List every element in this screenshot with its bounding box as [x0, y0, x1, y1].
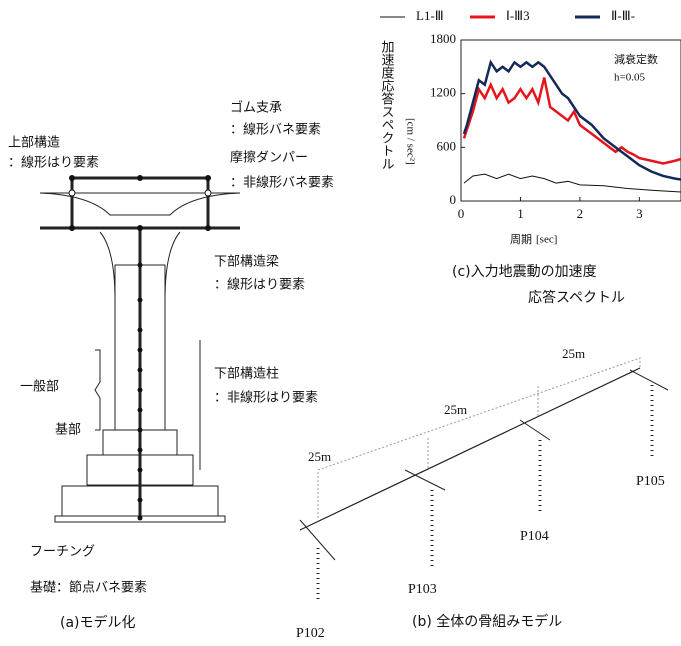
label: 基部 [55, 423, 81, 438]
caption: (b) 全体の骨組みモデル [412, 613, 562, 630]
label: 下部構造梁 [214, 255, 279, 270]
legend-label: Ⅱ-Ⅲ- [611, 8, 635, 23]
series-line [464, 62, 681, 179]
y-tick-label: 600 [437, 138, 457, 153]
annotation: 減衰定数 [614, 52, 658, 66]
y-axis-label: 加速度応答スペクトル [379, 40, 395, 170]
series-line [464, 174, 681, 192]
spectrum-chart: 0 600 1200 1800 0 1 2 3 加速度応答スペクトル [cm / sec²] 周期 [… [379, 8, 681, 246]
span-label: 25m [308, 449, 331, 464]
x-tick-label: 0 [458, 206, 465, 221]
pier-label: P103 [408, 582, 437, 597]
x-axis-unit: [sec] [536, 234, 557, 246]
x-tick-label: 1 [517, 206, 524, 221]
label: ：線形はり要素 [8, 155, 99, 171]
label: ゴム支承 [230, 100, 282, 116]
label: ：線形はり要素 [214, 277, 305, 293]
pier-label: P102 [296, 626, 325, 641]
y-axis-unit: [cm / sec²] [404, 118, 416, 165]
annotation: h=0.05 [614, 72, 645, 84]
series-line [464, 78, 681, 164]
pier-label: P105 [636, 474, 665, 489]
y-tick-label: 0 [450, 192, 457, 207]
x-tick-label: 3 [636, 206, 643, 221]
pier-label: P104 [520, 529, 549, 544]
x-tick-label: 2 [577, 206, 584, 221]
legend-label: Ⅰ-Ⅲ3 [506, 8, 530, 23]
caption: 応答スペクトル [528, 289, 625, 306]
y-tick-label: 1800 [430, 31, 456, 46]
label: 一般部 [20, 379, 59, 395]
x-axis-label: 周期 [510, 233, 532, 246]
label: フーチング [30, 545, 95, 560]
caption: (c)入力地震動の加速度 [452, 264, 597, 280]
label: 基礎：節点バネ要素 [30, 581, 147, 596]
label: ：非線形はり要素 [214, 390, 318, 406]
label: ：線形バネ要素 [230, 122, 321, 138]
skeleton-diagram [300, 358, 668, 600]
label: 下部構造柱 [214, 367, 279, 382]
legend-label: L1-Ⅲ [416, 8, 444, 23]
y-tick-label: 1200 [430, 85, 456, 100]
label: ：非線形バネ要素 [230, 175, 334, 191]
span-label: 25m [562, 346, 585, 361]
caption: (a)モデル化 [60, 614, 136, 631]
label: 摩擦ダンパー [230, 150, 308, 166]
figure: 上部構造 ：線形はり要素 ゴム支承 ：線形バネ要素 摩擦ダンパー ：非線形バネ要… [0, 0, 681, 646]
label: 上部構造 [8, 136, 60, 151]
skeleton-labels: 25m 25m 25m P102 P103 P104 P105 (b) 全体の骨… [296, 346, 665, 641]
span-label: 25m [444, 402, 467, 417]
